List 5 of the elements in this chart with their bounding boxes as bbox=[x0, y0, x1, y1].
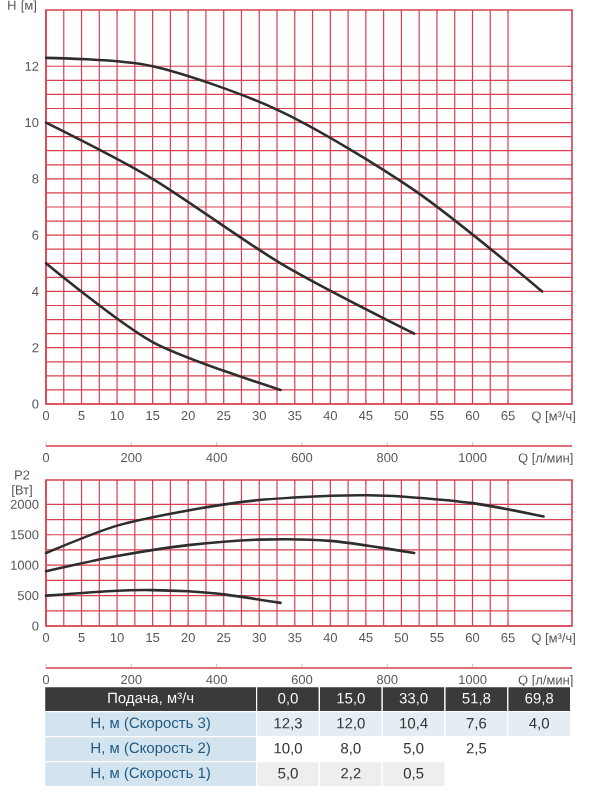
line-series bbox=[44, 588, 282, 605]
line-series bbox=[44, 493, 545, 555]
line-series bbox=[44, 121, 416, 335]
line-series bbox=[44, 537, 416, 573]
line-series bbox=[44, 56, 544, 293]
